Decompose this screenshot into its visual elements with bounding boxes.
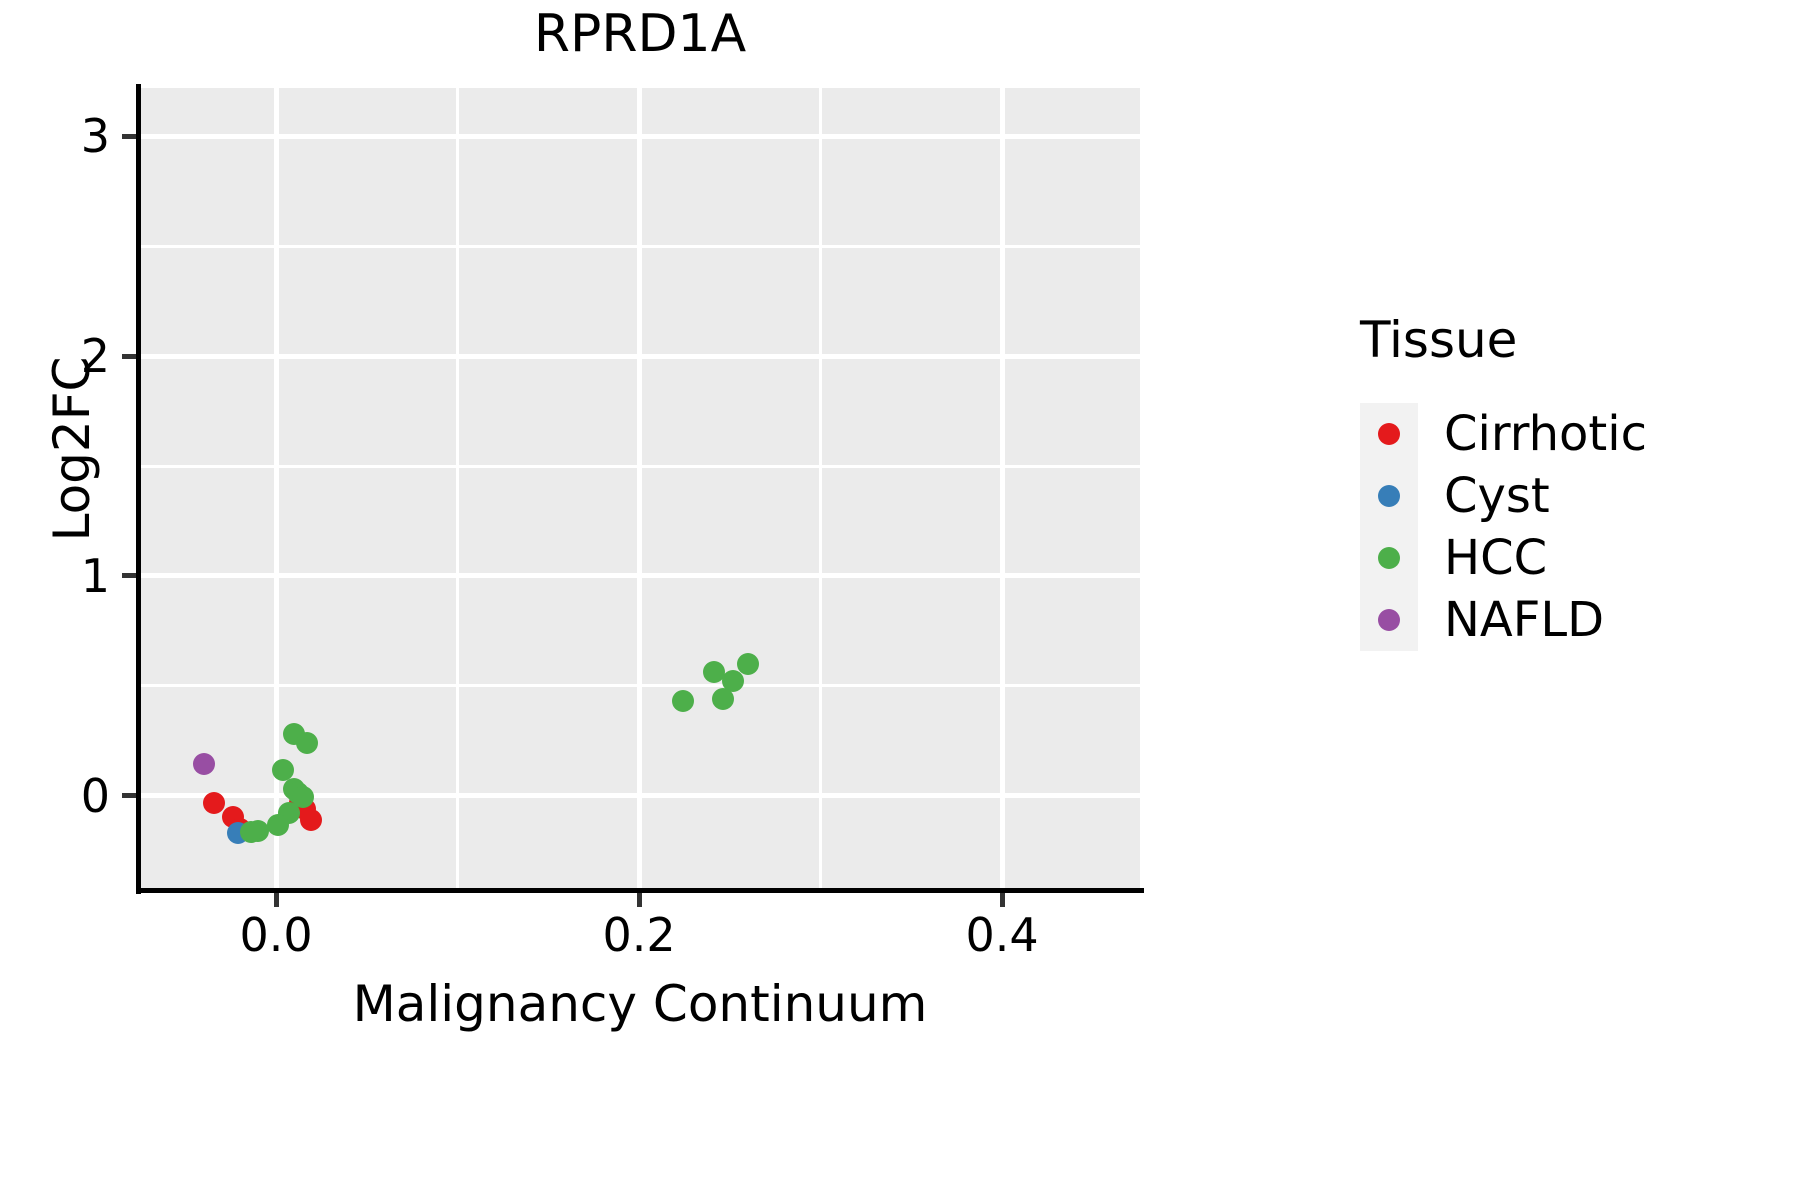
y-axis-tick — [122, 573, 136, 579]
gridline-major-vertical — [999, 88, 1005, 888]
data-point-hcc — [702, 660, 725, 683]
legend-item-nafld[interactable]: NAFLD — [1360, 589, 1780, 651]
data-point-hcc — [711, 687, 734, 710]
x-axis-tick — [636, 893, 642, 907]
data-point-hcc — [272, 759, 295, 782]
legend-key — [1360, 589, 1418, 651]
data-point-hcc — [239, 820, 262, 843]
legend-key — [1360, 403, 1418, 465]
y-axis-tick-label: 2 — [80, 329, 110, 384]
y-axis-tick-label: 1 — [80, 548, 110, 603]
data-point-hcc — [266, 814, 289, 837]
legend-item-hcc[interactable]: HCC — [1360, 527, 1780, 589]
legend-dot-icon — [1378, 547, 1400, 569]
page-title: RPRD1A — [533, 4, 747, 64]
data-point-cirrhotic — [203, 792, 226, 815]
x-axis-tick — [999, 893, 1005, 907]
y-axis-tick-label: 0 — [80, 768, 110, 823]
gridline-major-vertical — [636, 88, 642, 888]
plot-panel — [140, 88, 1140, 888]
y-axis-tick-label: 3 — [80, 109, 110, 164]
legend-items: Cirrhotic Cyst HCC NAFLD — [1360, 403, 1780, 651]
x-axis-tick-label: 0.4 — [965, 908, 1039, 962]
legend: Tissue Cirrhotic Cyst HCC NAFLD — [1360, 315, 1780, 651]
legend-dot-icon — [1378, 423, 1400, 445]
legend-key — [1360, 527, 1418, 589]
legend-item-cyst[interactable]: Cyst — [1360, 465, 1780, 527]
legend-item-cirrhotic[interactable]: Cirrhotic — [1360, 403, 1780, 465]
x-axis-tick — [273, 893, 279, 907]
data-point-hcc — [292, 785, 315, 808]
y-axis-title: Log2FC — [43, 356, 101, 542]
legend-dot-icon — [1378, 485, 1400, 507]
x-axis-line — [136, 888, 1144, 893]
legend-title: Tissue — [1360, 311, 1518, 369]
legend-dot-icon — [1378, 609, 1400, 631]
data-point-hcc — [722, 670, 745, 693]
y-axis-tick — [122, 353, 136, 359]
gridline-minor-vertical — [819, 88, 823, 888]
y-axis-line — [136, 84, 141, 894]
y-axis-tick — [122, 133, 136, 139]
legend-item-label: HCC — [1444, 530, 1548, 586]
gridline-minor-vertical — [456, 88, 460, 888]
data-point-hcc — [736, 652, 759, 675]
data-point-hcc — [295, 731, 318, 754]
legend-key — [1360, 465, 1418, 527]
x-axis-tick-label: 0.0 — [239, 908, 313, 962]
data-point-hcc — [671, 690, 694, 713]
legend-item-label: NAFLD — [1444, 592, 1605, 648]
x-axis-tick-label: 0.2 — [602, 908, 676, 962]
legend-item-label: Cyst — [1444, 468, 1550, 524]
y-axis-tick — [122, 793, 136, 799]
gridline-major-vertical — [273, 88, 279, 888]
x-axis-title: Malignancy Continuum — [352, 975, 928, 1033]
legend-item-label: Cirrhotic — [1444, 406, 1647, 462]
data-point-nafld — [192, 752, 215, 775]
